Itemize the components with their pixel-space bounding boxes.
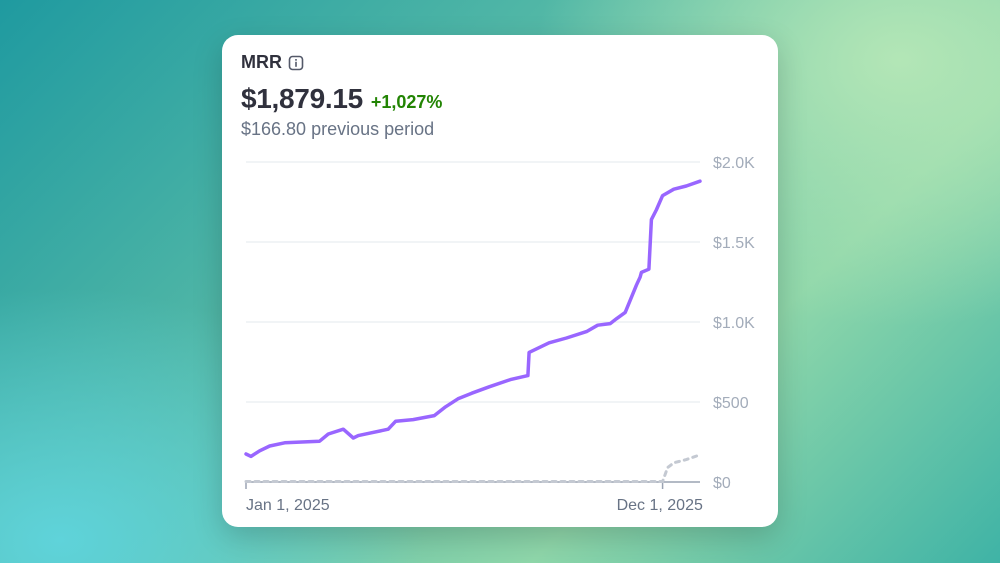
current-value: $1,879.15: [241, 83, 363, 114]
previous-period-line: [244, 453, 702, 483]
card-title: MRR: [241, 52, 282, 72]
current-period-line: [244, 179, 702, 459]
x-tick-label: Jan 1, 2025: [246, 497, 330, 514]
y-tick-label: $2.0K: [713, 155, 755, 172]
y-tick-label: $0: [713, 475, 731, 492]
change-badge: +1,027%: [370, 92, 443, 112]
y-tick-label: $1.0K: [713, 315, 755, 332]
y-tick-label: $1.5K: [713, 235, 755, 252]
x-tick-label: Dec 1, 2025: [617, 497, 703, 514]
card-header: MRR: [241, 52, 304, 73]
mrr-line-chart: $0 $500 $1.0K $1.5K $2.0K Jan 1, 2025 Dec 1, 2…: [244, 155, 755, 514]
y-tick-label: $500: [713, 395, 749, 412]
mrr-card: MRR $1,879.15 +1,027% $166.80 previous p…: [222, 35, 778, 527]
previous-period-text: $166.80 previous period: [241, 119, 435, 139]
value-row: $1,879.15 +1,027%: [241, 83, 442, 115]
info-icon[interactable]: [288, 55, 304, 71]
